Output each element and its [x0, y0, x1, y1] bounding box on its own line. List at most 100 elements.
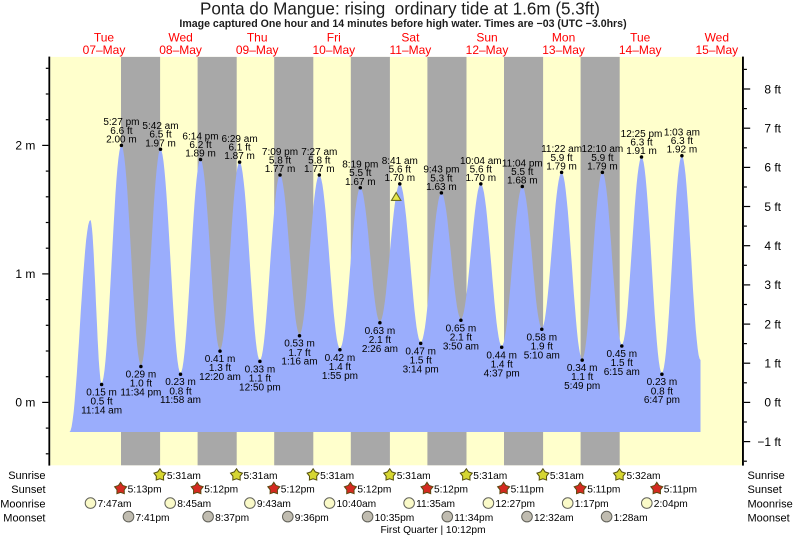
svg-text:8:45am: 8:45am	[177, 499, 211, 510]
svg-text:Sun: Sun	[476, 31, 497, 45]
svg-text:9:43 pm: 9:43 pm	[423, 165, 459, 176]
svg-text:7 ft: 7 ft	[764, 122, 781, 136]
svg-text:1 ft: 1 ft	[764, 357, 781, 371]
svg-text:0.42 m: 0.42 m	[325, 353, 356, 364]
svg-text:5:12pm: 5:12pm	[434, 485, 468, 496]
svg-text:0.34 m: 0.34 m	[567, 363, 598, 374]
svg-text:07–May: 07–May	[83, 43, 126, 57]
svg-text:1.0 ft: 1.0 ft	[130, 379, 152, 390]
svg-text:2:26 am: 2:26 am	[362, 344, 398, 355]
svg-text:0.53 m: 0.53 m	[284, 339, 315, 350]
svg-text:12:27pm: 12:27pm	[495, 499, 535, 510]
svg-text:4 ft: 4 ft	[764, 239, 781, 253]
svg-text:0.29 m: 0.29 m	[126, 370, 157, 381]
svg-text:6 ft: 6 ft	[764, 161, 781, 175]
svg-text:First Quarter | 10:12pm: First Quarter | 10:12pm	[380, 525, 485, 536]
svg-text:0.45 m: 0.45 m	[607, 349, 638, 360]
svg-text:5:11pm: 5:11pm	[587, 485, 620, 496]
svg-text:0.41 m: 0.41 m	[205, 354, 236, 365]
svg-text:5.8 ft: 5.8 ft	[269, 155, 291, 166]
svg-text:0.63 m: 0.63 m	[365, 326, 396, 337]
svg-text:3:14 pm: 3:14 pm	[403, 364, 439, 375]
svg-text:1:17pm: 1:17pm	[575, 499, 609, 510]
svg-text:2.1 ft: 2.1 ft	[369, 335, 391, 346]
svg-text:1.63 m: 1.63 m	[426, 182, 457, 193]
svg-text:Sat: Sat	[401, 31, 420, 45]
svg-text:Sunrise: Sunrise	[8, 470, 45, 482]
svg-text:0.23 m: 0.23 m	[165, 377, 196, 388]
svg-text:−1 ft: −1 ft	[757, 435, 781, 449]
svg-text:5:11pm: 5:11pm	[511, 485, 544, 496]
svg-text:5:31am: 5:31am	[473, 471, 507, 482]
svg-text:08–May: 08–May	[159, 43, 202, 57]
svg-text:Tue: Tue	[630, 31, 651, 45]
svg-text:11:22 am: 11:22 am	[541, 144, 582, 155]
svg-text:1.1 ft: 1.1 ft	[249, 374, 271, 385]
svg-text:3:50 am: 3:50 am	[443, 341, 479, 352]
svg-text:5:31am: 5:31am	[320, 471, 354, 482]
svg-text:10:35pm: 10:35pm	[375, 513, 415, 524]
svg-text:5:31am: 5:31am	[397, 471, 431, 482]
svg-text:12:25 pm: 12:25 pm	[621, 129, 663, 140]
svg-text:0.8 ft: 0.8 ft	[651, 386, 673, 397]
svg-text:5:32am: 5:32am	[627, 471, 661, 482]
svg-text:5 ft: 5 ft	[764, 200, 781, 214]
svg-text:7:27 am: 7:27 am	[301, 147, 337, 158]
svg-text:1.70 m: 1.70 m	[466, 173, 497, 184]
svg-text:6.3 ft: 6.3 ft	[630, 137, 652, 148]
svg-text:1.89 m: 1.89 m	[185, 149, 216, 160]
svg-text:1 m: 1 m	[15, 267, 35, 281]
svg-text:Ponta do Mangue: rising ordin: Ponta do Mangue: rising ordinary tide at…	[200, 0, 600, 19]
svg-text:2 m: 2 m	[15, 139, 35, 153]
svg-text:5:31am: 5:31am	[550, 471, 584, 482]
svg-text:1.3 ft: 1.3 ft	[209, 363, 231, 374]
svg-text:1.4 ft: 1.4 ft	[491, 359, 513, 370]
svg-text:4:37 pm: 4:37 pm	[484, 368, 520, 379]
svg-text:11:58 am: 11:58 am	[160, 395, 201, 406]
svg-text:2.1 ft: 2.1 ft	[450, 332, 472, 343]
svg-text:6.6 ft: 6.6 ft	[110, 126, 132, 137]
svg-text:5:12pm: 5:12pm	[204, 485, 238, 496]
svg-text:1:28am: 1:28am	[614, 513, 648, 524]
svg-text:1.4 ft: 1.4 ft	[329, 362, 351, 373]
svg-text:12:20 am: 12:20 am	[199, 372, 241, 383]
svg-text:3 ft: 3 ft	[764, 278, 781, 292]
svg-text:15–May: 15–May	[695, 43, 738, 57]
svg-text:0 ft: 0 ft	[764, 396, 781, 410]
svg-text:1.7 ft: 1.7 ft	[288, 348, 310, 359]
svg-text:5:13pm: 5:13pm	[128, 485, 162, 496]
svg-text:0.65 m: 0.65 m	[446, 323, 477, 334]
svg-text:5.5 ft: 5.5 ft	[349, 168, 371, 179]
svg-text:5:42 am: 5:42 am	[142, 121, 178, 132]
svg-text:Image captured One hour and 14: Image captured One hour and 14 minutes b…	[179, 18, 626, 30]
svg-text:Moonset: Moonset	[748, 512, 790, 524]
svg-text:2 ft: 2 ft	[764, 317, 781, 331]
svg-text:Mon: Mon	[552, 31, 575, 45]
svg-text:1.97 m: 1.97 m	[145, 138, 176, 149]
svg-text:0.5 ft: 0.5 ft	[90, 397, 112, 408]
svg-text:Sunrise: Sunrise	[748, 470, 785, 482]
svg-text:5.9 ft: 5.9 ft	[550, 153, 572, 164]
svg-text:1.9 ft: 1.9 ft	[531, 341, 553, 352]
svg-text:1.68 m: 1.68 m	[507, 176, 538, 187]
svg-text:1.5 ft: 1.5 ft	[410, 356, 432, 367]
svg-text:1.67 m: 1.67 m	[345, 177, 376, 188]
svg-text:5.6 ft: 5.6 ft	[470, 164, 492, 175]
svg-text:13–May: 13–May	[542, 43, 585, 57]
svg-text:1.87 m: 1.87 m	[224, 151, 255, 162]
svg-text:1.70 m: 1.70 m	[385, 173, 416, 184]
svg-text:12:50 pm: 12:50 pm	[239, 382, 281, 393]
svg-text:8 ft: 8 ft	[764, 82, 781, 96]
svg-text:0.8 ft: 0.8 ft	[169, 386, 191, 397]
svg-text:1.5 ft: 1.5 ft	[611, 358, 633, 369]
svg-text:11:04 pm: 11:04 pm	[502, 158, 543, 169]
svg-text:5.8 ft: 5.8 ft	[308, 155, 330, 166]
svg-text:5:27 pm: 5:27 pm	[103, 117, 139, 128]
svg-text:0.44 m: 0.44 m	[486, 350, 517, 361]
svg-text:6:15 am: 6:15 am	[604, 367, 640, 378]
svg-text:5.6 ft: 5.6 ft	[389, 164, 411, 175]
svg-text:9:43am: 9:43am	[257, 499, 291, 510]
svg-text:1:03 am: 1:03 am	[664, 128, 700, 139]
svg-text:11–May: 11–May	[389, 43, 431, 57]
svg-text:12:32am: 12:32am	[534, 513, 574, 524]
